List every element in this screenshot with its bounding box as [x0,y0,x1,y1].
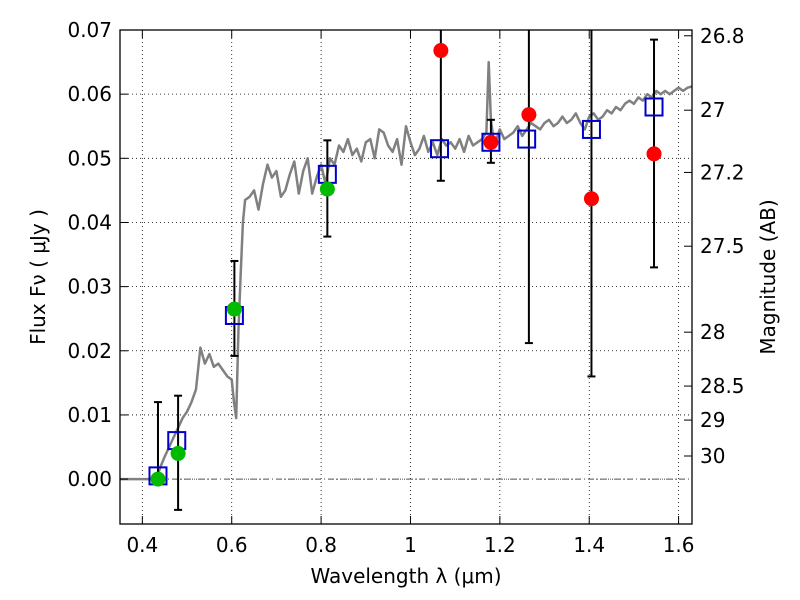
x-tick-label: 0.8 [305,533,337,557]
y-right-tick-label: 28.5 [700,374,745,398]
y-right-tick-label: 27 [700,98,725,122]
model-photometry-square [644,97,664,117]
y-tick-label: 0.07 [67,18,112,42]
y-right-tick-label: 28 [700,320,725,344]
y-tick-label: 0.04 [67,210,112,234]
x-axis-label: Wavelength λ (μm) [310,564,501,588]
line-layer [120,60,693,481]
y-right-tick-label: 26.8 [700,24,745,48]
errorbar-layer [153,30,659,511]
y-axis-right-label: Magnitude (AB) [756,199,780,354]
model-spectrum-line [120,60,693,481]
y-right-tick-label: 27.5 [700,234,745,258]
detection-point [319,181,335,197]
y-tick-label: 0.01 [67,403,112,427]
model-photometry-square [517,129,537,149]
non-detection-point [521,107,537,123]
y-right-tick-label: 27.2 [700,160,745,184]
x-tick-label: 0.4 [126,533,158,557]
circle-layer [150,43,662,487]
detection-point [150,471,166,487]
plot-frame [119,29,693,525]
y-right-tick-label: 30 [700,444,725,468]
tick-label-layer: 0.4 0.6 0.8 1 1.2 1.4 1.6 0.00 0.01 0.02 0.03 0.04 0… [67,18,744,557]
detection-point [226,301,242,317]
y-tick-label: 0.05 [67,146,112,170]
grid-layer [120,29,692,524]
x-tick-label: 1.4 [573,533,605,557]
non-detection-point [433,43,449,59]
y-axis-label: Flux Fν ( μJy ) [26,209,50,345]
y-tick-label: 0.00 [67,467,112,491]
detection-point [170,445,186,461]
non-detection-point [646,146,662,162]
x-tick-label: 1.2 [484,533,516,557]
model-photometry-square [481,132,501,152]
y-tick-label: 0.03 [67,275,112,299]
square-layer [148,97,664,486]
non-detection-point [483,134,499,150]
tick-layer [120,29,692,524]
model-photometry-square [581,119,601,139]
x-tick-label: 1.6 [663,533,695,557]
y-tick-label: 0.06 [67,82,112,106]
y-right-tick-label: 29 [700,408,725,432]
model-photometry-square [430,139,450,159]
non-detection-point [583,191,599,207]
y-tick-label: 0.02 [67,339,112,363]
x-tick-label: 0.6 [216,533,248,557]
x-tick-label: 1 [404,533,417,557]
